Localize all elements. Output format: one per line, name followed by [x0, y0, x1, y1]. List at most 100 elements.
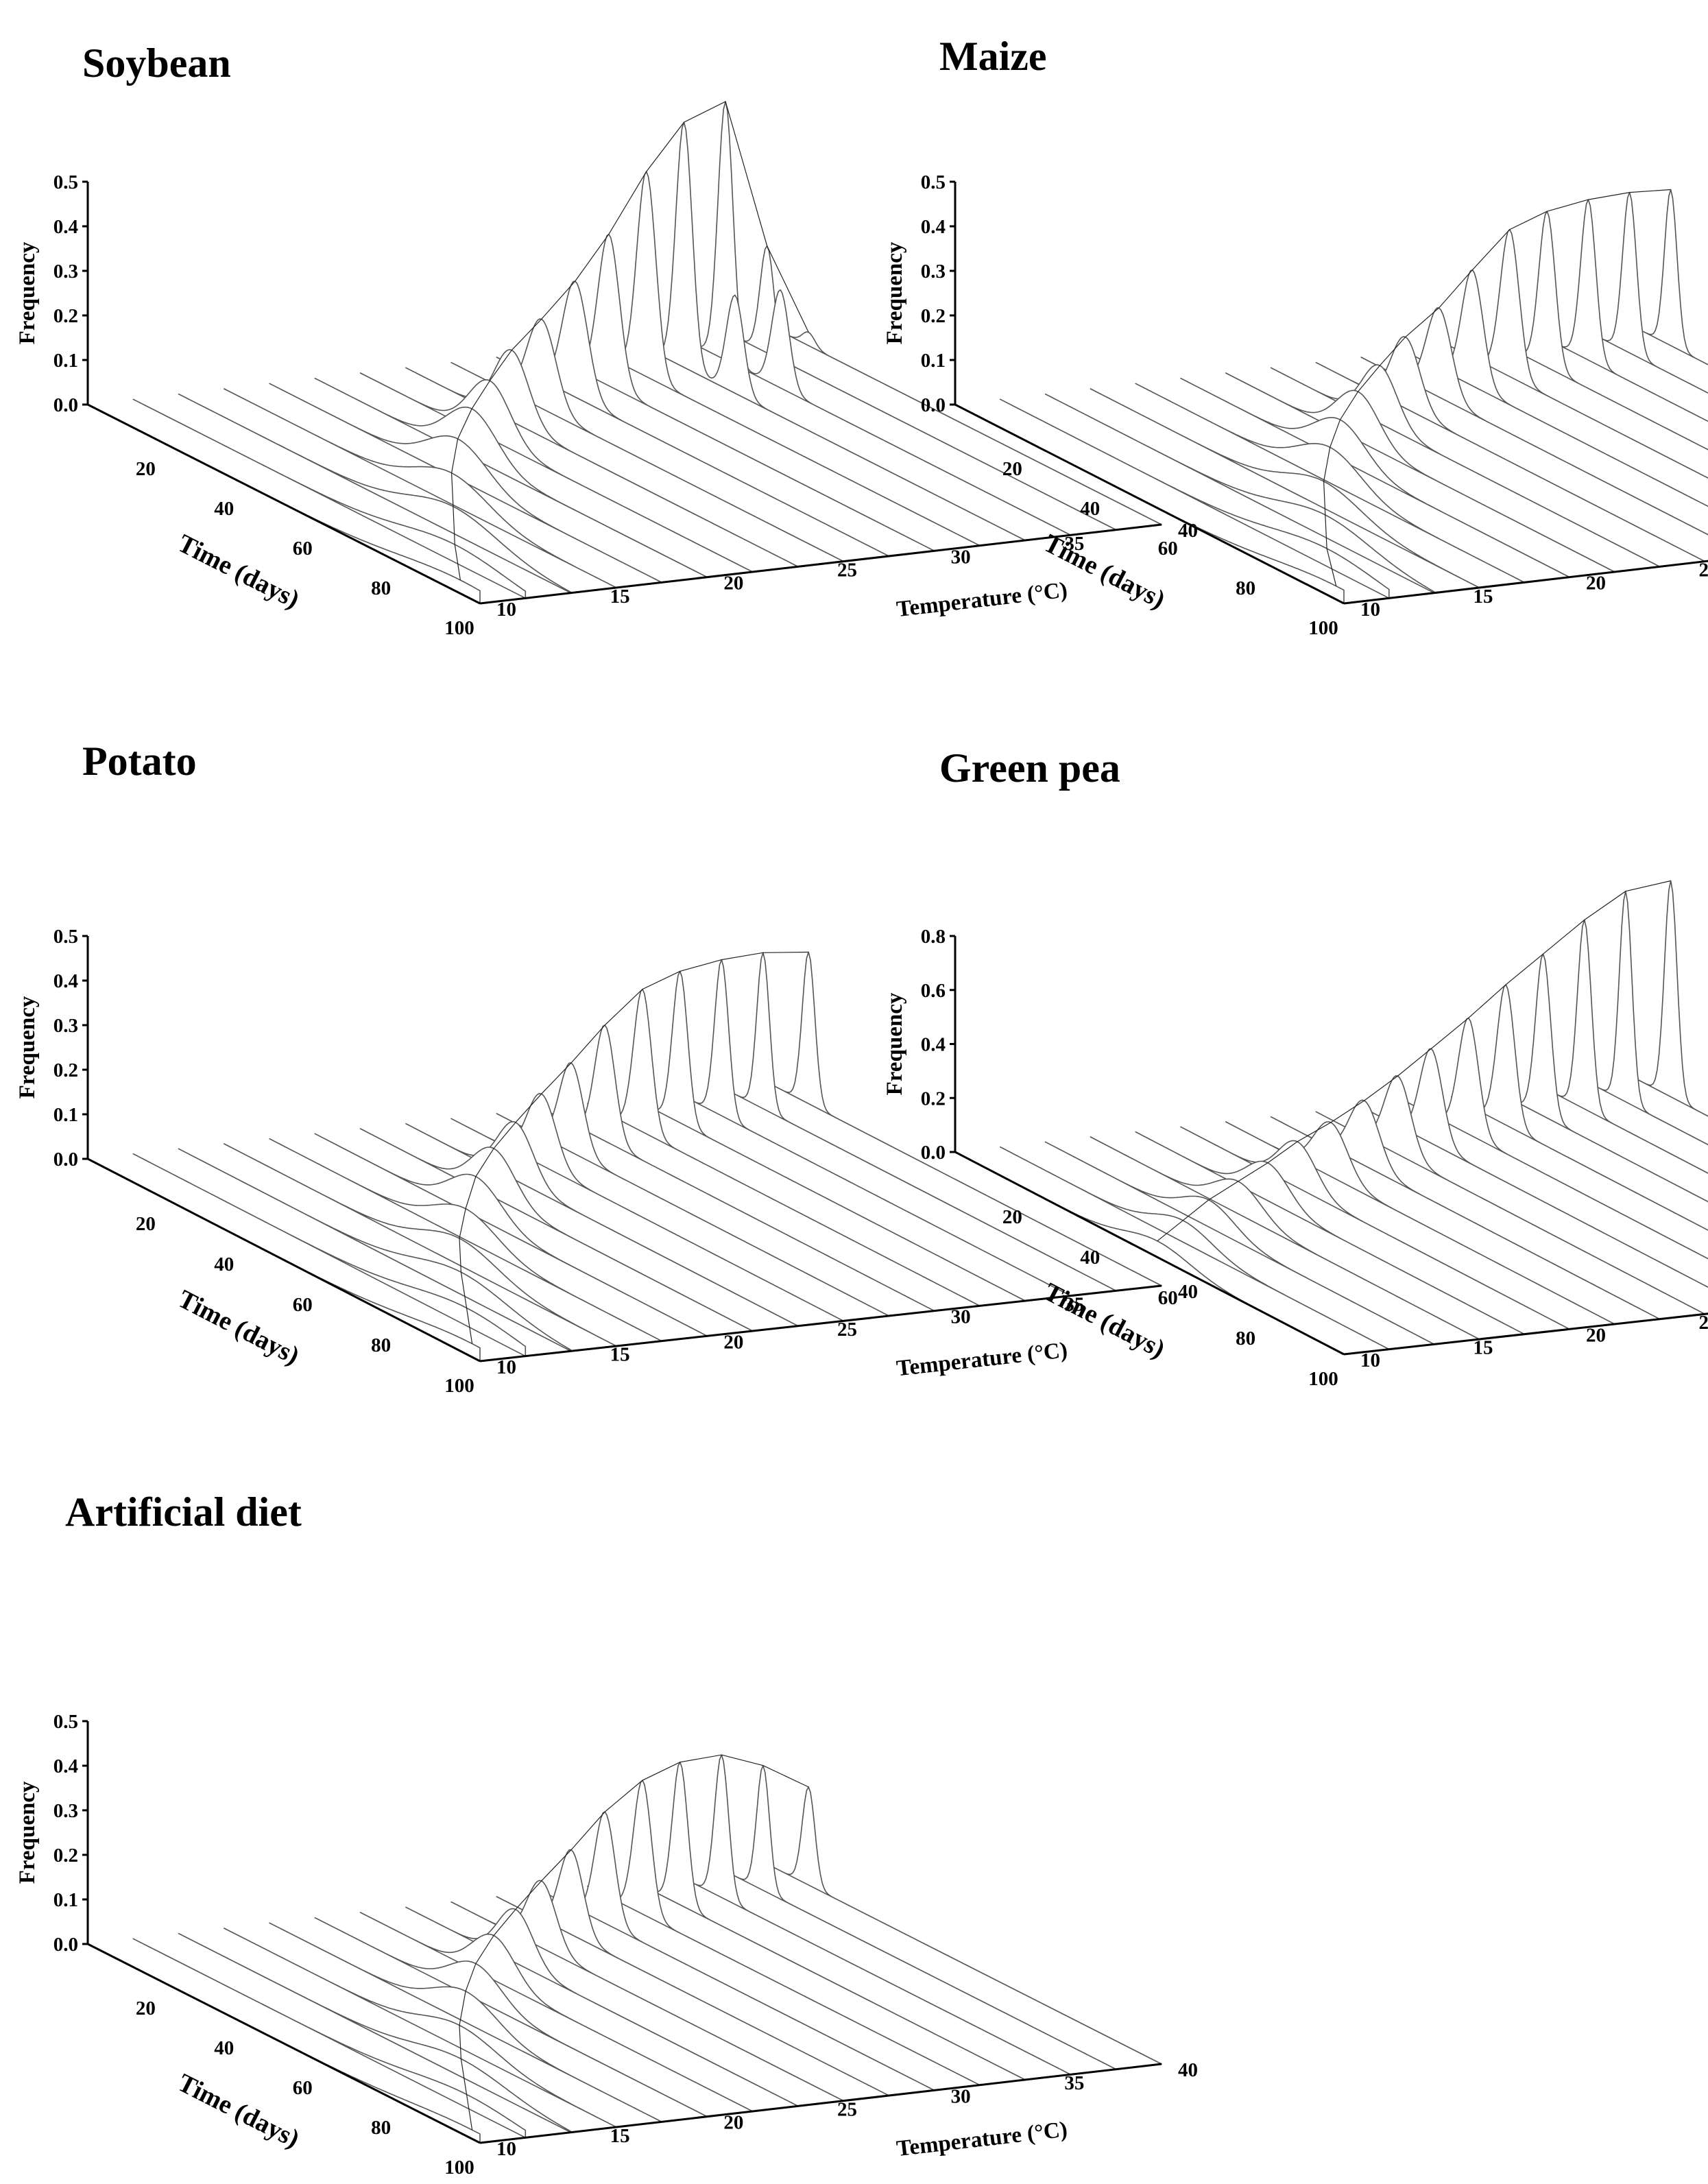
series-line: [1000, 398, 1390, 599]
z-tick-label: 0.2: [53, 1059, 78, 1081]
x-tick-label: 80: [371, 577, 391, 599]
series-line: [769, 1786, 1162, 2065]
series-line: [178, 393, 572, 594]
series-line: [224, 1143, 617, 1347]
z-axis-label: Frequency: [882, 241, 907, 344]
surface: [954, 189, 1708, 604]
y-tick-label: 30: [951, 1306, 971, 1328]
z-tick-label: 0.5: [53, 926, 78, 948]
series-line: [269, 1138, 662, 1342]
y-axis-line: [479, 523, 1162, 605]
series-line: [723, 952, 1117, 1292]
series-line: [269, 1922, 662, 2123]
panel-artificial_diet: Artificial diet 0.0 0.1 0.2 0.3 0.4 0.5 20 40 60 8…: [15, 1489, 1198, 2179]
x-tick-label: 40: [214, 498, 234, 520]
series-line: [1044, 1141, 1435, 1345]
series-line: [541, 1811, 935, 2091]
x-axis-line: [87, 403, 481, 605]
z-tick-label: 0.2: [53, 1845, 78, 1867]
z-tick-label: 0.1: [53, 350, 78, 372]
x-tick-label: 100: [444, 1375, 474, 1397]
x-tick-label: 40: [214, 2037, 234, 2059]
series-line: [1135, 383, 1525, 584]
y-tick-label: 25: [837, 2099, 857, 2121]
z-tick-label: 0.0: [921, 1142, 946, 1164]
series-line: [314, 1917, 708, 2117]
x-tick-label: 60: [293, 2077, 313, 2099]
series-line: [632, 970, 1026, 1301]
x-tick-label: 80: [1236, 577, 1255, 599]
panel-title: Maize: [939, 34, 1047, 79]
x-axis-line: [87, 1943, 481, 2144]
y-tick-label: 15: [610, 1344, 630, 1366]
x-axis-line: [954, 1151, 1345, 1356]
peak-ridge: [1157, 880, 1671, 1242]
series-line: [1631, 189, 1708, 365]
x-tick-label: 100: [1308, 617, 1338, 639]
series-line: [224, 388, 617, 588]
z-tick-label: 0.2: [53, 305, 78, 327]
series-line: [1541, 199, 1708, 422]
y-tick-label: 10: [496, 2138, 516, 2160]
series-line: [587, 1779, 981, 2086]
x-tick-label: 60: [1158, 538, 1178, 560]
z-tick-label: 0.1: [53, 1889, 78, 1911]
series-line: [496, 1062, 890, 1317]
z-tick-label: 0.0: [921, 394, 946, 416]
series-line: [314, 1133, 708, 1337]
x-tick-label: 40: [1080, 498, 1100, 520]
z-tick-label: 0.4: [921, 1034, 946, 1056]
series-line: [1586, 191, 1708, 394]
series-line: [1180, 377, 1570, 578]
y-tick-label: 25: [1699, 1312, 1708, 1334]
peak-ridge: [1323, 189, 1671, 586]
panel-title: Artificial diet: [65, 1489, 302, 1535]
x-tick-label: 80: [371, 1334, 391, 1356]
z-axis-label: Frequency: [15, 1781, 40, 1884]
y-axis-line: [1343, 560, 1708, 605]
panel-title: Green pea: [939, 745, 1120, 791]
series-line: [677, 959, 1072, 1297]
series-line: [677, 1754, 1072, 2076]
y-tick-label: 15: [1474, 1337, 1493, 1359]
x-tick-label: 20: [1002, 458, 1022, 480]
z-tick-label: 0.2: [921, 1088, 946, 1109]
y-axis-line: [479, 1284, 1162, 1363]
series-line: [132, 1153, 527, 1357]
z-tick-label: 0.6: [921, 980, 946, 1002]
z-tick-label: 0.0: [53, 1934, 78, 1956]
y-tick-label: 35: [1064, 1293, 1084, 1315]
x-tick-label: 100: [1308, 1368, 1338, 1390]
panel-maize: Maize 0.0 0.1 0.2 0.3 0.4 0.5 20 40 60 80 100 10 15 20…: [882, 34, 1708, 639]
y-tick-label: 20: [723, 1331, 743, 1353]
z-tick-label: 0.4: [921, 216, 946, 238]
z-tick-label: 0.4: [53, 1755, 78, 1777]
y-tick-label: 30: [951, 546, 971, 568]
x-tick-label: 60: [293, 1294, 313, 1316]
x-axis-line: [87, 1157, 481, 1363]
z-tick-label: 0.8: [921, 926, 946, 948]
series-line: [1586, 890, 1708, 1146]
series-line: [1406, 1017, 1708, 1260]
y-tick-label: 15: [610, 586, 630, 608]
z-tick-label: 0.3: [53, 1800, 78, 1822]
x-tick-label: 80: [1236, 1328, 1255, 1349]
x-tick-label: 20: [136, 1997, 156, 2019]
z-axis-label: Frequency: [15, 241, 40, 344]
series-line: [587, 988, 981, 1307]
peak-ridge: [459, 951, 809, 1344]
z-tick-label: 0.5: [53, 1711, 78, 1733]
panel-title: Soybean: [82, 40, 231, 86]
series-line: [1631, 880, 1708, 1117]
series-line: [1044, 393, 1435, 594]
x-tick-label: 80: [371, 2117, 391, 2139]
panel-title: Potato: [82, 739, 197, 784]
series-line: [132, 398, 527, 599]
y-tick-label: 25: [837, 1319, 857, 1341]
y-axis-line: [479, 2063, 1162, 2144]
y-tick-label: 10: [496, 1356, 516, 1378]
x-tick-label: 100: [444, 2157, 474, 2179]
series-line: [1090, 388, 1480, 588]
